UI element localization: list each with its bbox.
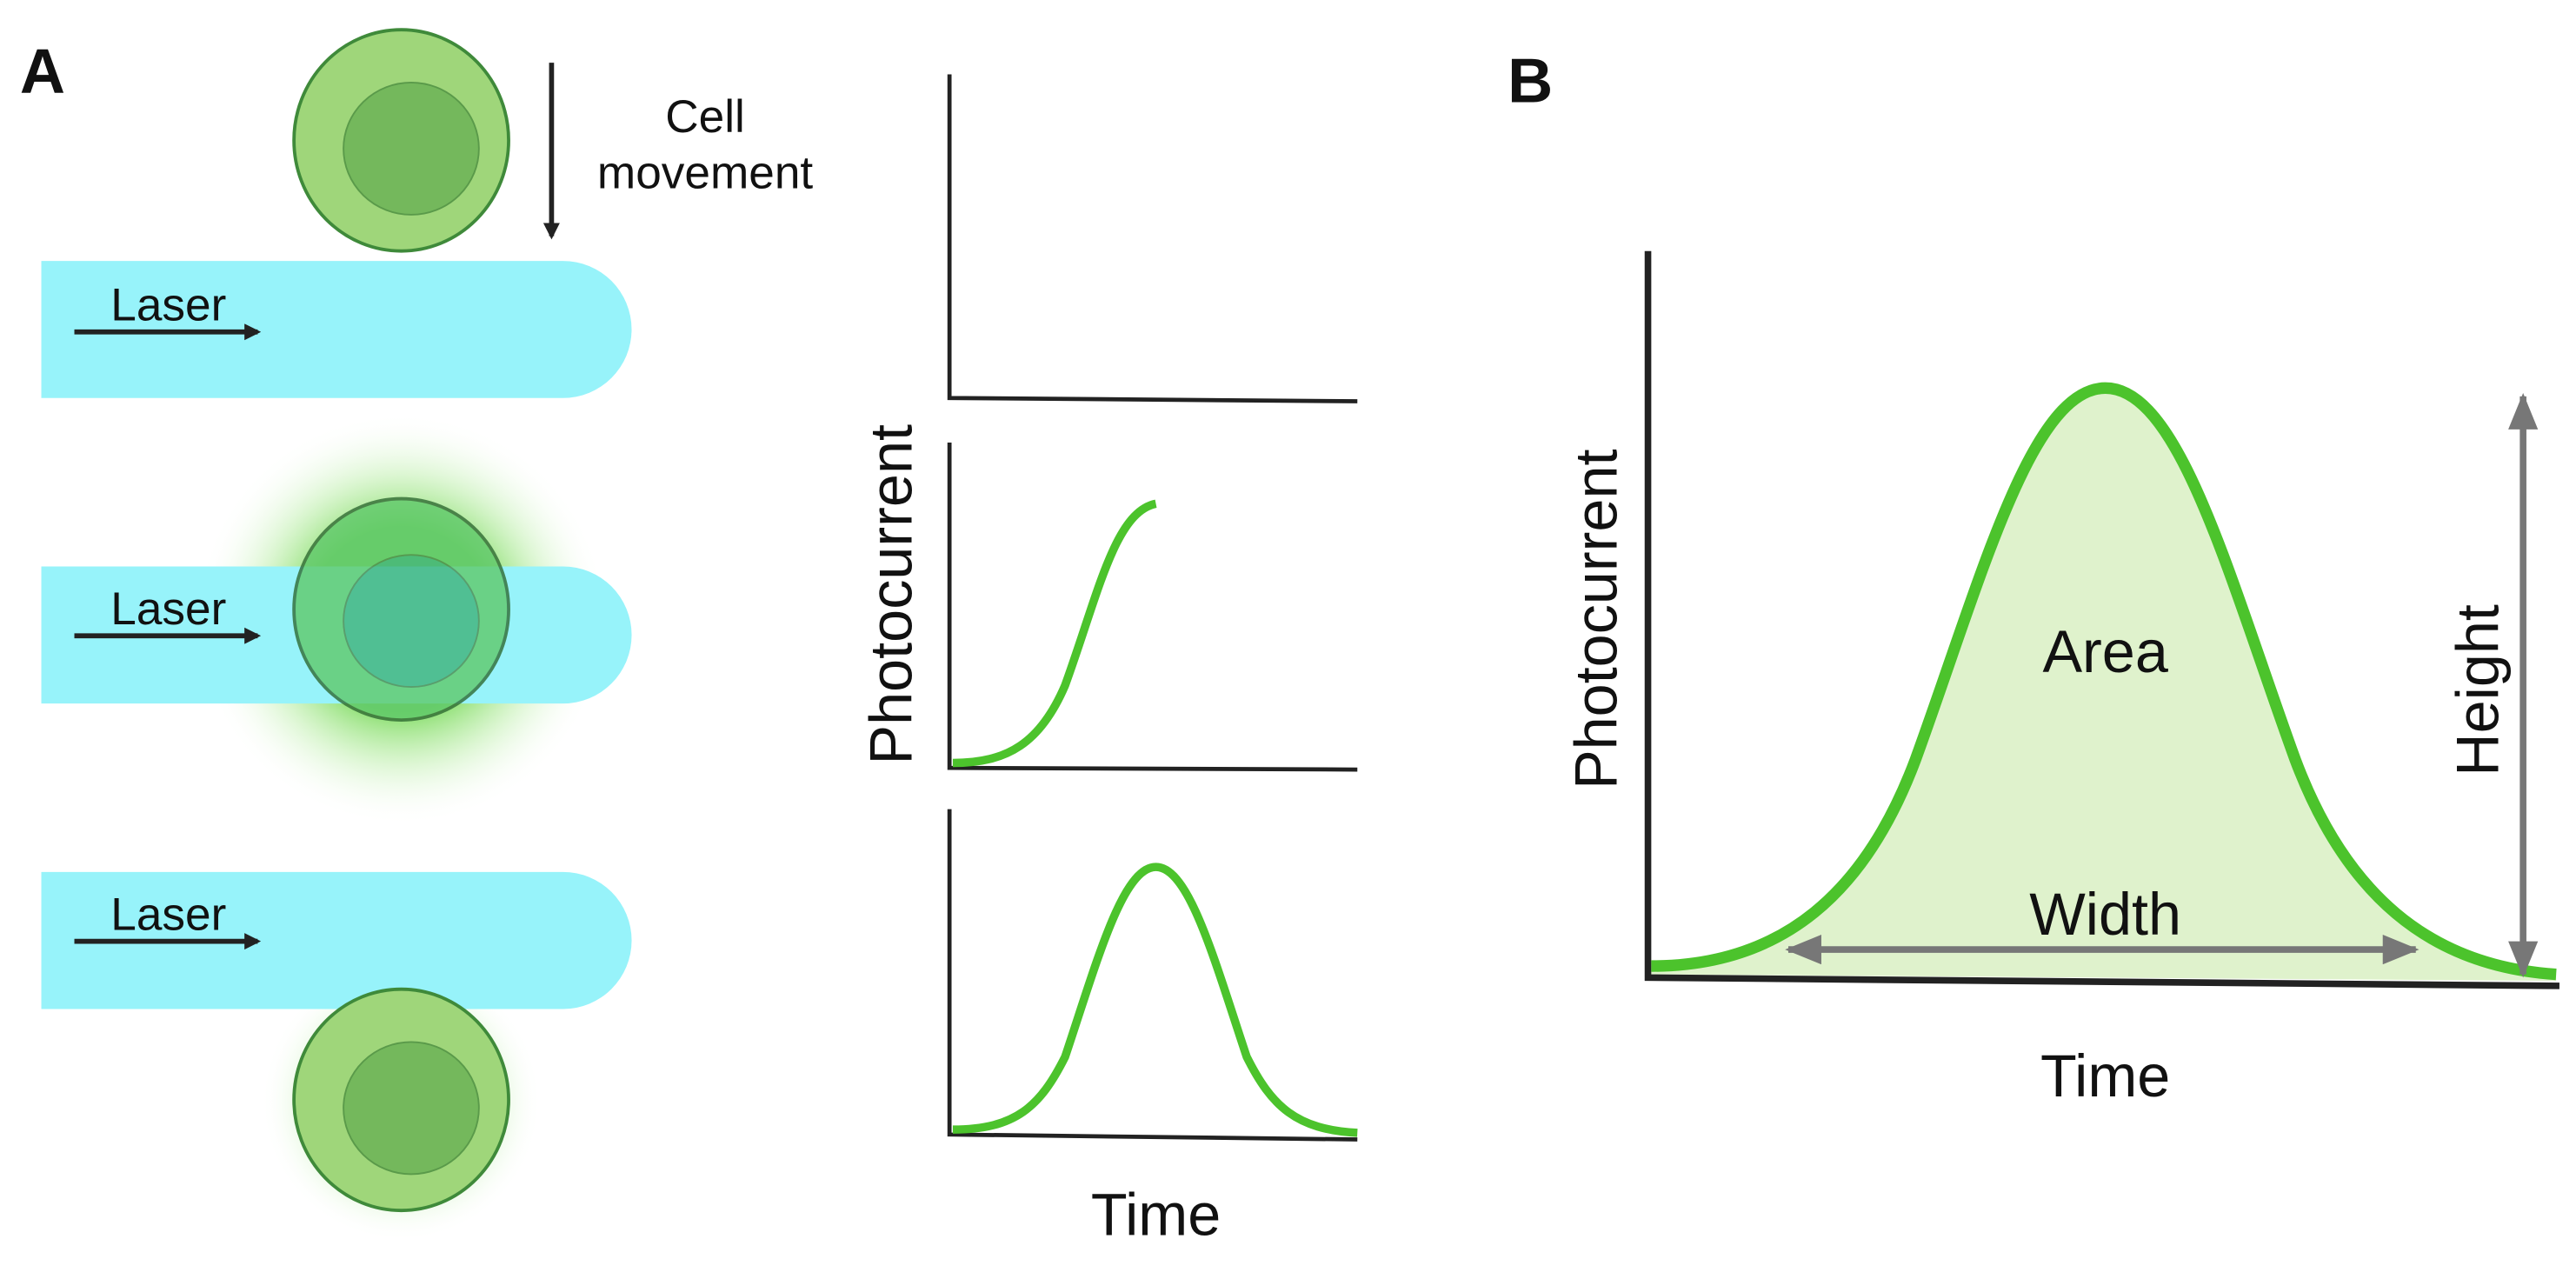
cell — [292, 496, 510, 722]
laser-beam — [41, 871, 632, 1009]
signal-curve — [952, 499, 1157, 768]
panel-label: A — [20, 37, 65, 106]
laser-label: Laser — [110, 583, 226, 635]
cell — [292, 28, 510, 253]
laser-label: Laser — [110, 889, 226, 940]
x-axis-label: Time — [2040, 1043, 2170, 1109]
y-axis-label: Photocurrent — [858, 424, 924, 764]
y-axis-label: Photocurrent — [1563, 450, 1629, 789]
laser-label: Laser — [110, 279, 226, 330]
panel-label: B — [1508, 47, 1553, 117]
signal-curve — [1651, 382, 2557, 981]
height-label: Height — [2446, 604, 2512, 776]
annotation: Cell — [665, 91, 745, 143]
signal-curve — [952, 863, 1358, 1137]
laser-beam — [41, 261, 632, 398]
axes — [947, 74, 1358, 1142]
axes — [1644, 250, 2559, 989]
width-label: Width — [2029, 882, 2181, 948]
cell — [292, 987, 510, 1213]
x-axis-label: Time — [1091, 1182, 1221, 1249]
area-fill — [1651, 388, 2557, 982]
annotation: movement — [597, 148, 813, 199]
area-label: Area — [2042, 619, 2168, 685]
